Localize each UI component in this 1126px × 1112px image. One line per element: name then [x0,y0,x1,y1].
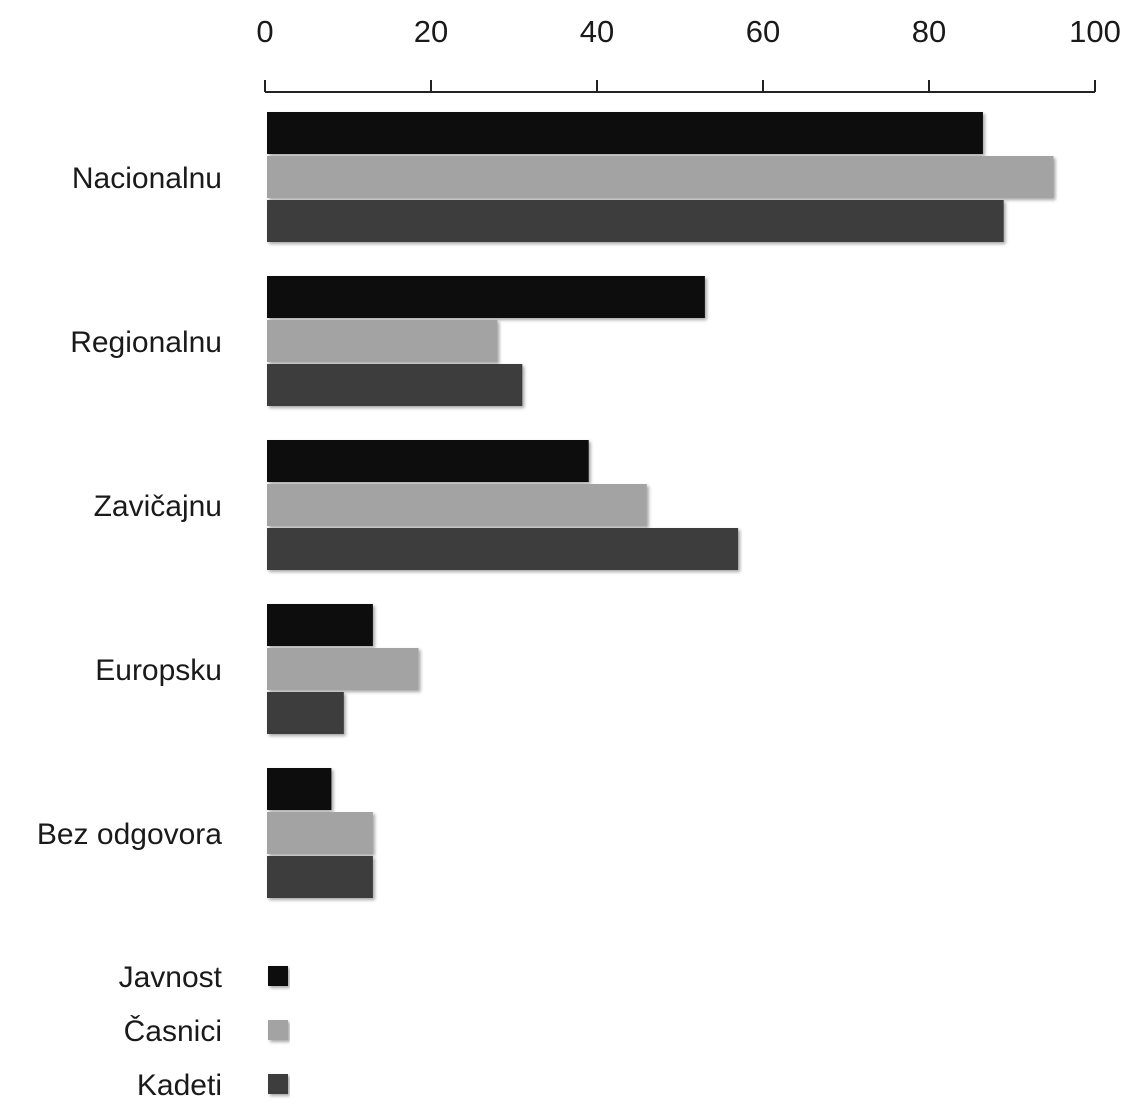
bar [267,692,344,734]
x-tick-label: 60 [746,14,780,49]
bar [267,112,983,154]
legend-swatch [268,966,288,986]
x-tick-label: 80 [912,14,946,49]
x-axis: 0 20 40 60 80 100 [256,14,1121,93]
bar [267,320,498,362]
bar [267,484,647,526]
bar [267,768,332,810]
bar [267,812,373,854]
legend-swatch [268,1074,288,1094]
bar [267,856,373,898]
x-tick-label: 20 [414,14,448,49]
category-label: Zavičajnu [94,490,222,523]
legend-label: Javnost [119,961,223,994]
x-tick-label: 40 [580,14,614,49]
bar [267,200,1004,242]
bar [267,276,705,318]
bars [267,112,1054,898]
legend-item: Kadeti [137,1069,288,1102]
bar [267,156,1054,198]
bar [267,648,419,690]
category-label: Europsku [95,654,222,687]
legend-label: Kadeti [137,1069,222,1102]
legend-label: Časnici [124,1014,222,1048]
bar [267,364,523,406]
category-label: Bez odgovora [37,818,222,851]
category-label: Regionalnu [70,326,222,359]
bar [267,528,739,570]
bar [267,440,589,482]
legend-item: Javnost [119,961,288,994]
bar [267,604,373,646]
x-tick-label: 0 [256,14,273,49]
category-labels: Nacionalnu Regionalnu Zavičajnu Europsku Bez… [37,162,222,851]
legend: Javnost Časnici Kadeti [119,961,288,1102]
category-label: Nacionalnu [72,162,222,195]
legend-item: Časnici [124,1014,288,1048]
legend-swatch [268,1020,288,1040]
x-tick-label: 100 [1069,14,1121,49]
